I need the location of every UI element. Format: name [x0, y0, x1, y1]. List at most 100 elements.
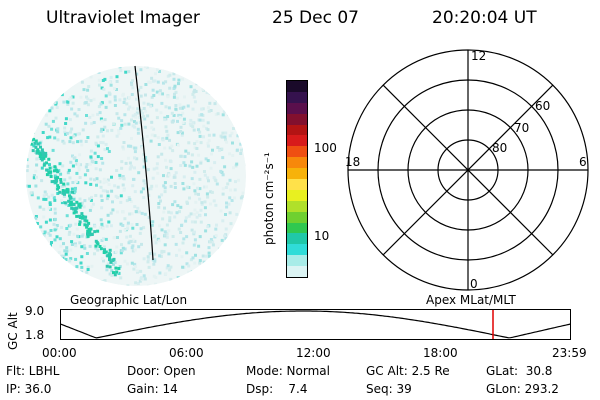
aurora-speckle: [108, 258, 111, 262]
uv-speckle: [71, 181, 75, 184]
uv-speckle: [99, 102, 103, 106]
uv-speckle: [166, 95, 170, 99]
uv-speckle: [69, 136, 73, 140]
uv-speckle: [64, 122, 68, 125]
uv-speckle: [185, 251, 189, 255]
aurora-speckle: [63, 201, 67, 205]
uv-speckle: [70, 107, 74, 111]
uv-speckle: [51, 119, 55, 123]
uv-speckle: [177, 113, 181, 117]
uv-speckle: [82, 205, 86, 209]
uv-speckle: [199, 208, 203, 212]
uv-speckle: [32, 176, 36, 180]
uv-speckle: [166, 74, 170, 78]
aurora-speckle: [47, 157, 51, 161]
x-tick-0600: 06:00: [169, 346, 204, 360]
uv-speckle: [100, 206, 104, 210]
uv-speckle: [152, 235, 156, 239]
aurora-speckle: [87, 221, 91, 225]
uv-speckle: [151, 176, 155, 180]
uv-speckle: [99, 185, 103, 189]
uv-speckle: [153, 252, 157, 256]
uv-speckle: [125, 262, 129, 266]
x-tick-2359: 23:59: [552, 346, 587, 360]
uv-speckle: [80, 80, 84, 84]
uv-speckle: [80, 245, 84, 249]
uv-speckle: [193, 272, 197, 276]
uv-speckle: [107, 220, 111, 224]
uv-speckle: [66, 100, 70, 104]
uv-speckle: [195, 140, 199, 143]
uv-speckle: [63, 184, 66, 188]
aurora-speckle: [69, 196, 73, 200]
aurora-speckle: [86, 234, 90, 238]
uv-speckle: [91, 113, 95, 117]
uv-speckle: [209, 166, 213, 170]
uv-speckle: [107, 150, 111, 153]
uv-speckle: [39, 230, 43, 234]
uv-speckle: [102, 177, 106, 181]
uv-speckle: [195, 164, 199, 168]
colorbar-tick-100: 100: [314, 141, 337, 155]
uv-speckle: [245, 163, 246, 166]
uv-speckle: [239, 148, 243, 152]
aurora-speckle: [27, 130, 31, 134]
uv-speckle: [158, 70, 161, 73]
uv-speckle: [167, 210, 171, 214]
uv-speckle: [164, 272, 168, 276]
uv-speckle: [219, 209, 223, 213]
uv-speckle: [174, 104, 178, 107]
aurora-speckle: [78, 220, 82, 224]
uv-speckle: [171, 203, 175, 207]
uv-speckle: [161, 138, 165, 142]
uv-speckle: [221, 113, 225, 117]
uv-speckle: [142, 165, 146, 169]
uv-speckle: [58, 237, 62, 241]
aurora-speckle: [75, 214, 79, 218]
uv-speckle: [42, 194, 46, 198]
uv-speckle: [239, 196, 243, 200]
uv-speckle: [65, 246, 69, 250]
uv-speckle: [204, 213, 207, 217]
aurora-speckle: [72, 203, 76, 207]
uv-speckle: [177, 82, 180, 86]
uv-speckle: [193, 208, 197, 212]
aurora-speckle: [113, 273, 117, 277]
uv-speckle: [245, 189, 246, 193]
uv-speckle: [203, 173, 207, 177]
uv-speckle: [109, 83, 113, 87]
uv-speckle: [207, 133, 211, 137]
uv-speckle: [113, 261, 117, 264]
aurora-speckle: [88, 230, 92, 234]
uv-speckle: [232, 127, 235, 130]
uv-speckle: [83, 173, 87, 177]
uv-speckle: [187, 264, 191, 268]
uv-speckle: [80, 255, 84, 259]
uv-speckle: [156, 155, 160, 159]
uv-speckle: [66, 102, 70, 106]
uv-speckle: [163, 146, 167, 150]
uv-speckle: [76, 234, 80, 238]
uv-speckle: [65, 131, 69, 135]
aurora-speckle: [48, 170, 52, 174]
aurora-speckle: [102, 251, 106, 254]
uv-speckle: [156, 136, 160, 140]
uv-speckle: [36, 196, 40, 200]
uv-speckle: [142, 196, 146, 200]
uv-speckle: [239, 142, 243, 146]
uv-speckle: [35, 163, 39, 167]
uv-speckle: [32, 144, 36, 148]
uv-speckle: [183, 95, 186, 99]
uv-speckle: [80, 270, 84, 274]
uv-speckle: [161, 217, 165, 221]
uv-speckle: [53, 228, 57, 232]
uv-speckle: [75, 171, 79, 175]
uv-speckle: [44, 220, 48, 224]
uv-speckle: [193, 230, 196, 234]
uv-speckle: [86, 265, 90, 269]
uv-speckle: [139, 109, 143, 113]
uv-speckle: [198, 118, 202, 122]
aurora-speckle: [82, 215, 86, 219]
uv-speckle: [93, 178, 96, 182]
uv-speckle: [74, 242, 77, 246]
